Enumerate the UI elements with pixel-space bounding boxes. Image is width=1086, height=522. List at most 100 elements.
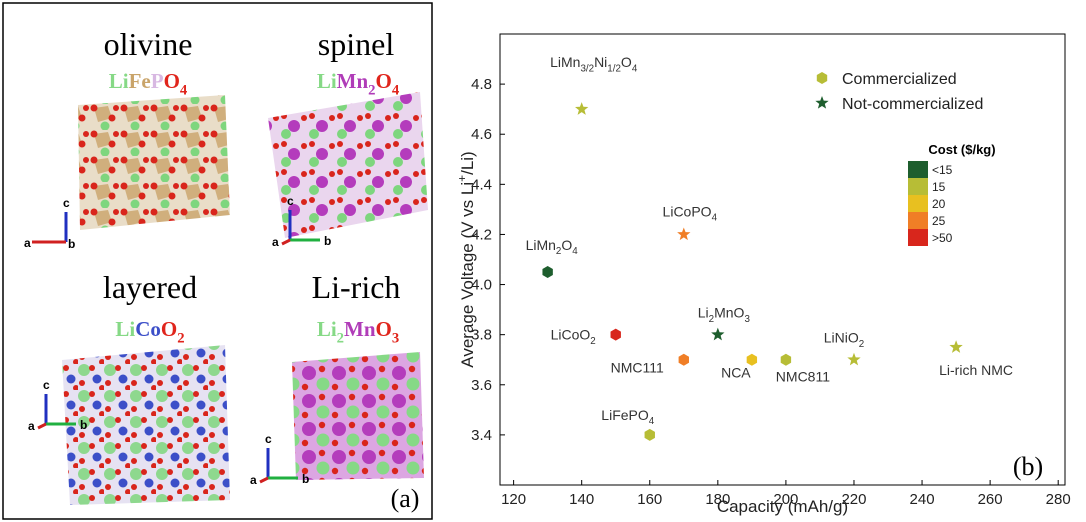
axis-label: b (80, 418, 87, 432)
axis-label: c (43, 378, 50, 392)
text-segment: O (621, 54, 632, 70)
li-rich-structure (292, 352, 424, 480)
cost-legend-label: 15 (932, 180, 946, 194)
data-label: LiNiO2 (824, 330, 864, 350)
text-segment: LiMn (526, 237, 556, 253)
star (677, 227, 690, 240)
x-tick-label: 140 (569, 491, 594, 508)
data-label: LiMn3/2Ni1/2O4 (550, 54, 638, 74)
text-segment: 3 (744, 314, 750, 325)
legend-label: Commercialized (842, 71, 957, 88)
axis-a (260, 478, 268, 482)
cost-legend-label: <15 (932, 163, 953, 177)
y-tick-label: 4.6 (471, 126, 492, 143)
x-axis-label: Capacity (mAh/g) (717, 497, 848, 516)
text-segment: 2 (590, 336, 595, 347)
formula: LiFePO4 (109, 69, 188, 98)
axis-label: b (324, 234, 331, 248)
y-axis-label: Average Voltage (V vs Li+/Li) (455, 151, 477, 367)
text-segment: 4 (649, 416, 655, 427)
cost-swatch (908, 212, 928, 229)
star (575, 102, 588, 115)
text-segment: NCA (721, 365, 751, 381)
text-segment: LiNiO (824, 330, 859, 346)
text-segment: LiCoO (551, 327, 591, 343)
hexagon (679, 354, 689, 366)
text-segment: 4 (712, 213, 718, 224)
axis-label: b (302, 472, 309, 486)
formula: LiMn2O4 (317, 69, 400, 98)
data-label: NCA (721, 365, 751, 381)
text-segment: Mn (344, 317, 376, 341)
text-segment: /Li) (458, 151, 477, 175)
text-segment: LiMn (550, 54, 580, 70)
text-segment: 2 (859, 339, 864, 350)
data-label: NMC111 (611, 360, 664, 376)
structure-name: olivine (104, 26, 193, 62)
structure-name: layered (103, 269, 197, 305)
text-segment: Mn (337, 69, 369, 93)
data-label: LiCoPO4 (663, 203, 718, 223)
data-label: NMC811 (776, 369, 830, 385)
x-tick-label: 120 (501, 491, 526, 508)
data-label: LiCoO2 (551, 327, 596, 347)
text-segment: 2 (177, 330, 184, 346)
hexagon (645, 429, 655, 441)
formula: LiCoO2 (115, 317, 184, 346)
panel-label: (a) (391, 484, 420, 513)
text-segment: NMC111 (611, 360, 664, 376)
cost-legend-title: Cost ($/kg) (928, 142, 995, 157)
x-tick-label: 280 (1046, 491, 1071, 508)
text-segment: 3/2 (580, 63, 594, 74)
text-segment: MnO (714, 305, 744, 321)
cost-swatch (908, 161, 928, 178)
data-label: LiFePO4 (601, 407, 654, 427)
text-segment: 1/2 (607, 63, 621, 74)
text-segment: + (455, 175, 469, 182)
text-segment: O (376, 317, 392, 341)
chart: 3.43.63.84.04.24.44.64.81201401601802002… (455, 54, 1071, 516)
x-tick-label: 160 (637, 491, 662, 508)
text-segment: Average Voltage (V vs Li (458, 182, 477, 368)
axis-label: a (24, 236, 31, 250)
text-segment: O (376, 69, 392, 93)
figure: olivine spinel layered Li-rich (a) LiFeP… (0, 0, 1086, 522)
spinel-structure (268, 92, 428, 238)
data-label: LiMn2O4 (526, 237, 579, 257)
cost-legend-label: >50 (932, 231, 953, 245)
text-segment: 3 (392, 330, 399, 346)
hexagon (781, 354, 791, 366)
axis-a (38, 424, 46, 428)
text-segment: Fe (129, 69, 151, 93)
axis-a (282, 240, 290, 244)
panel-label: (b) (1013, 452, 1043, 481)
text-segment: LiCoPO (663, 203, 712, 219)
text-segment: Ni (594, 54, 607, 70)
text-segment: Co (135, 317, 161, 341)
data-label: Li-rich NMC (939, 362, 1013, 378)
text-segment: O (164, 69, 180, 93)
text-segment: O (561, 237, 572, 253)
text-segment: Li (317, 317, 337, 341)
text-segment: 4 (180, 82, 188, 98)
x-tick-label: 240 (910, 491, 935, 508)
structure-name: spinel (318, 26, 395, 62)
text-segment: Li (115, 317, 135, 341)
cost-swatch (908, 195, 928, 212)
text-segment: NMC811 (776, 369, 830, 385)
text-segment: 4 (632, 63, 638, 74)
text-segment: Li (698, 305, 709, 321)
cost-swatch (908, 178, 928, 195)
cost-legend-label: 20 (932, 197, 946, 211)
axis-label: c (265, 432, 272, 446)
axis-label: a (28, 419, 35, 433)
star (711, 328, 724, 341)
text-segment: 2 (337, 330, 344, 346)
axis-label: c (63, 196, 70, 210)
star (847, 353, 860, 366)
text-segment: Li (109, 69, 129, 93)
legend-marker (817, 72, 827, 84)
text-segment: 2 (368, 82, 375, 98)
y-tick-label: 4.8 (471, 76, 492, 93)
hexagon (542, 266, 552, 278)
